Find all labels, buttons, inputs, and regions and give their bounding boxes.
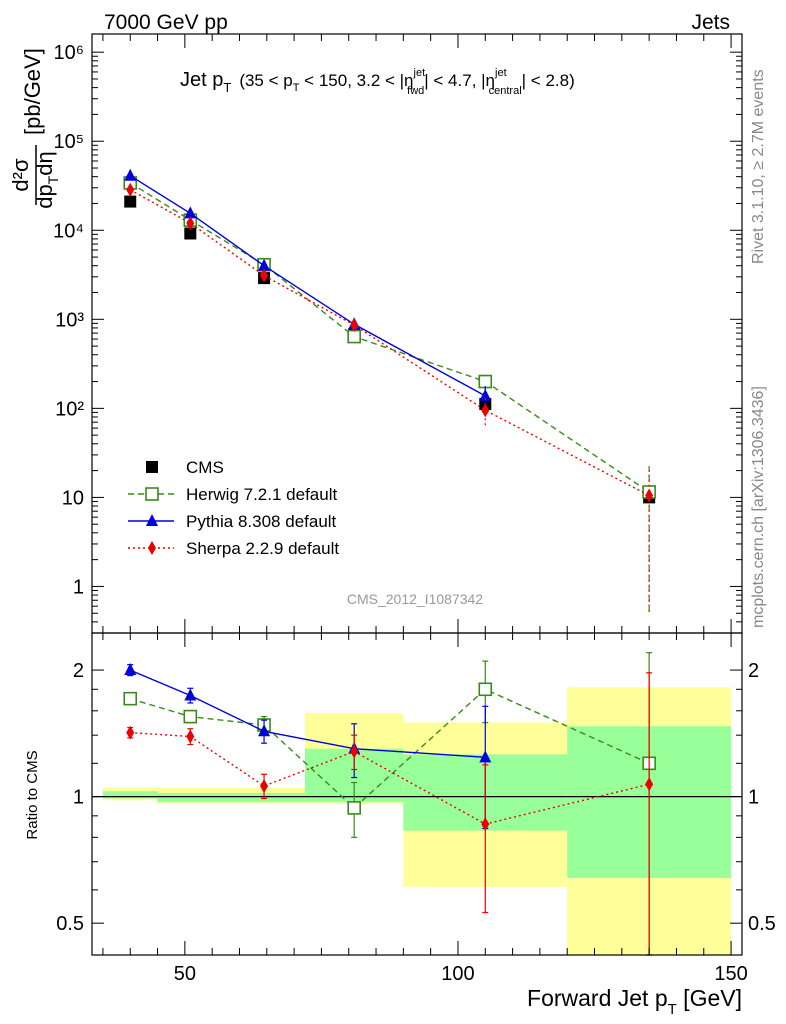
ratio-point-sherpa-4 [481, 817, 490, 832]
y-tick-label: 10 [62, 487, 84, 509]
svg-text:dpTdη: dpTdη [32, 151, 61, 209]
x-tick-label: 50 [174, 963, 196, 985]
ratio-series-sherpa [126, 672, 654, 956]
ratio-y-axis-label: Ratio to CMS [24, 750, 41, 839]
point-cms-0 [124, 195, 137, 208]
ratio-y-tick-label: 0.5 [56, 913, 84, 935]
x-tick-label: 150 [714, 963, 747, 985]
ratio-point-sherpa-1 [186, 729, 195, 744]
x-tick-label: 100 [441, 963, 474, 985]
x-axis-label: Forward Jet pT [GeV] [527, 985, 742, 1018]
ratio-point-herwig-4 [478, 682, 493, 697]
ratio-point-herwig-1 [183, 709, 198, 724]
legend-label-cms: CMS [186, 458, 224, 477]
ratio-point-pythia-0 [124, 663, 137, 676]
line-herwig [129, 182, 650, 493]
y-tick-label: 10⁶ [54, 42, 84, 64]
ratio-y-tick-label: 2 [73, 660, 84, 682]
point-herwig-4 [478, 374, 493, 389]
svg-text:d²σ: d²σ [8, 158, 33, 192]
ratio-point-sherpa-0 [126, 725, 135, 740]
point-sherpa-5 [645, 488, 654, 503]
ratio-frame [91, 632, 743, 956]
point-pythia-4 [479, 388, 492, 401]
point-sherpa-2 [260, 268, 269, 283]
ratio-y-tick-label-right: 0.5 [748, 913, 776, 935]
header-left: 7000 GeV pp [104, 11, 228, 34]
line-sherpa [129, 189, 650, 497]
y-tick-label: 1 [73, 576, 84, 598]
band-green-0 [102, 791, 158, 799]
ratio-point-sherpa-2 [260, 778, 269, 793]
point-sherpa-0 [126, 182, 135, 197]
point-pythia-1 [184, 206, 197, 219]
ratio-point-pythia-1 [184, 688, 197, 701]
band-green-1 [157, 792, 306, 803]
ratio-point-pythia-4 [479, 750, 492, 763]
ratio-point-herwig-3 [347, 801, 361, 815]
point-sherpa-3 [350, 318, 359, 333]
legend-label-sherpa: Sherpa 2.2.9 default [186, 539, 339, 558]
ratio-panel [123, 652, 656, 956]
point-cms-1 [184, 227, 197, 240]
legend-marker-herwig [145, 487, 159, 501]
rivet-label: Rivet 3.1.10, ≥ 2.7M events [750, 69, 767, 264]
point-sherpa-1 [186, 216, 195, 231]
y-tick-label: 10⁴ [53, 220, 84, 242]
ratio-y-tick-label-right: 1 [748, 787, 759, 809]
header-right: Jets [691, 11, 730, 34]
point-sherpa-4 [481, 403, 490, 418]
ratio-line-herwig [130, 688, 650, 809]
main-panel [123, 168, 656, 614]
ratio-point-sherpa-5 [645, 777, 654, 792]
ratio-line-sherpa [130, 731, 650, 825]
svg-text:[pb/GeV]: [pb/GeV] [20, 48, 45, 135]
main-y-axis-label: d²σ dpTdη [pb/GeV] [8, 48, 61, 209]
legend-label-herwig: Herwig 7.2.1 default [186, 485, 337, 504]
y-tick-label: 10⁵ [53, 131, 84, 153]
legend-marker-pythia [146, 514, 158, 526]
y-tick-label: 10³ [55, 309, 84, 331]
ratio-point-sherpa-3 [350, 744, 359, 759]
ratio-y-tick-label: 1 [73, 787, 84, 809]
axes: 1 10 10² 10³ 10⁴ 10⁵ 10⁶ 0.5 0.5 1 1 2 2 50 100 150 [53, 33, 776, 985]
y-tick-label: 10² [55, 398, 84, 420]
series-sherpa [126, 182, 654, 614]
point-pythia-0 [124, 168, 137, 181]
mcplots-label: mcplots.cern.ch [arXiv:1306.3436] [750, 386, 767, 628]
analysis-id: CMS_2012_I1087342 [347, 591, 483, 607]
point-pythia-2 [258, 258, 271, 271]
legend: CMS Herwig 7.2.1 default Pythia 8.308 defa… [128, 458, 339, 558]
legend-label-pythia: Pythia 8.308 default [186, 512, 337, 531]
ratio-point-herwig-0 [123, 691, 138, 706]
chart-title: Jet pT (35 < pT < 150, 3.2 < |ηjet fwd| < … [180, 67, 575, 97]
ratio-point-pythia-2 [258, 724, 271, 737]
legend-marker-sherpa [148, 541, 156, 555]
ratio-y-tick-label-right: 2 [748, 660, 759, 682]
series-pythia [124, 168, 492, 410]
ratio-bands [92, 687, 742, 955]
point-herwig-3 [347, 329, 361, 344]
legend-marker-cms [146, 461, 158, 473]
